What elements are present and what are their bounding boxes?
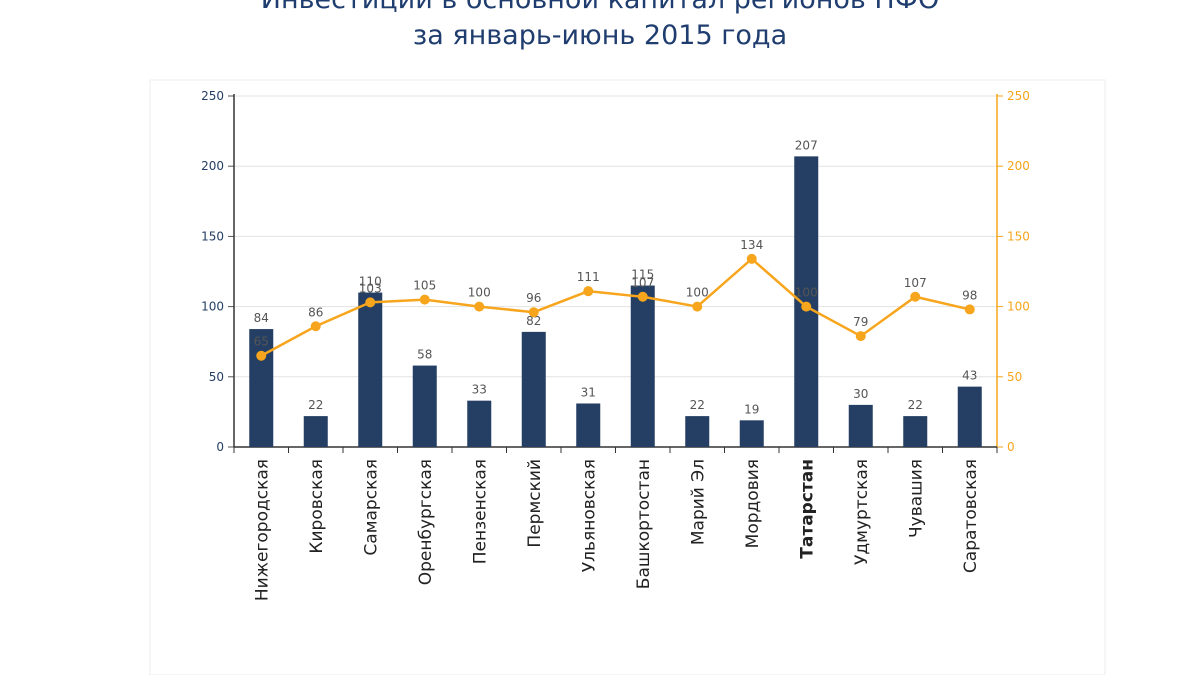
- bar: [576, 403, 601, 447]
- bar-value-label: 115: [631, 268, 654, 282]
- category-label: Самарская: [361, 459, 381, 556]
- bar: [412, 365, 437, 447]
- bar: [303, 416, 328, 447]
- line-point: [365, 297, 376, 308]
- line-point: [474, 301, 485, 312]
- y-right-tick-label: 150: [1007, 229, 1030, 243]
- y-right-tick-label: 250: [1007, 89, 1030, 103]
- line-point: [910, 291, 921, 302]
- category-label: Кировская: [307, 459, 327, 554]
- chart-title-line2: за январь-июнь 2015 года: [412, 20, 788, 51]
- line-value-label: 98: [962, 288, 977, 302]
- bar-value-label: 82: [526, 314, 541, 328]
- line-point: [583, 286, 594, 297]
- line-point: [310, 321, 321, 332]
- category-label: Пензенская: [470, 459, 490, 564]
- line-value-label: 96: [526, 291, 541, 305]
- line-value-label: 134: [740, 238, 763, 252]
- line-point: [964, 304, 975, 315]
- line-value-label: 100: [795, 286, 818, 300]
- category-label: Мордовия: [743, 459, 763, 548]
- line-point: [637, 291, 648, 302]
- line-series: [260, 257, 971, 357]
- line-value-label: 100: [686, 286, 709, 300]
- y-left-tick-label: 100: [201, 300, 224, 314]
- bar: [249, 329, 274, 447]
- line-value-label: 103: [359, 281, 382, 295]
- bar: [848, 404, 873, 447]
- category-label: Чувашия: [906, 459, 926, 538]
- y-left-tick-label: 200: [201, 159, 224, 173]
- y-right-tick-label: 200: [1007, 159, 1030, 173]
- line-value-label: 107: [904, 276, 927, 290]
- plot-panel: [149, 79, 1106, 675]
- bar: [685, 416, 710, 447]
- chart-title-line1: Инвестиции в основной капитал регионов П…: [0, 0, 1200, 15]
- y-right-tick-label: 100: [1007, 300, 1030, 314]
- line-point: [801, 301, 812, 312]
- bar-value-label: 207: [795, 138, 818, 152]
- bar-value-label: 22: [690, 398, 705, 412]
- bar-value-label: 22: [908, 398, 923, 412]
- line-value-label: 105: [413, 279, 436, 293]
- y-left-tick-label: 0: [216, 440, 224, 454]
- bar-value-label: 43: [962, 369, 977, 383]
- bar: [521, 331, 546, 447]
- y-right-tick-label: 50: [1007, 370, 1022, 384]
- category-label: Марий Эл: [688, 459, 708, 545]
- category-label: Башкортостан: [634, 459, 654, 589]
- line-value-label: 65: [254, 335, 269, 349]
- category-label: Нижегородская: [252, 459, 272, 601]
- line-point: [692, 301, 703, 312]
- line-value-label: 86: [308, 305, 323, 319]
- bar: [739, 420, 764, 447]
- line-point: [528, 307, 539, 318]
- y-left-tick-label: 150: [201, 229, 224, 243]
- y-left-tick-label: 50: [209, 370, 224, 384]
- category-label: Ульяновская: [579, 459, 599, 572]
- bar-value-label: 110: [359, 275, 382, 289]
- bar-value-label: 58: [417, 348, 432, 362]
- bar-value-label: 31: [581, 385, 596, 399]
- bar: [903, 416, 928, 447]
- line-point: [746, 253, 757, 264]
- y-right-tick-label: 0: [1007, 440, 1015, 454]
- category-label: Пермский: [525, 459, 545, 548]
- category-label: Саратовская: [961, 459, 981, 573]
- line-point: [855, 331, 866, 342]
- category-label: Татарстан: [797, 459, 817, 559]
- y-left-tick-label: 250: [201, 89, 224, 103]
- bar-value-label: 19: [744, 402, 759, 416]
- line-value-label: 111: [577, 270, 600, 284]
- bar-value-label: 84: [254, 311, 269, 325]
- bar: [957, 386, 982, 447]
- category-label: Оренбургская: [416, 459, 436, 585]
- line-point: [256, 350, 267, 361]
- bar: [358, 292, 383, 447]
- bar-value-label: 30: [853, 387, 868, 401]
- line-value-label: 107: [631, 276, 654, 290]
- bar: [630, 285, 655, 447]
- bar: [467, 400, 492, 447]
- category-label: Удмуртская: [852, 459, 872, 565]
- line-point: [419, 294, 430, 305]
- bar-value-label: 22: [308, 398, 323, 412]
- line-value-label: 100: [468, 286, 491, 300]
- line-value-label: 79: [853, 315, 868, 329]
- bar-value-label: 33: [472, 383, 487, 397]
